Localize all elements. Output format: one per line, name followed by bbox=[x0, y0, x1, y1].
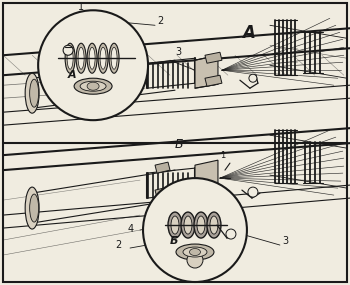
Ellipse shape bbox=[89, 47, 95, 69]
Polygon shape bbox=[205, 75, 222, 86]
Ellipse shape bbox=[74, 78, 112, 94]
Ellipse shape bbox=[65, 43, 75, 73]
Circle shape bbox=[38, 10, 148, 120]
Text: A: A bbox=[68, 70, 77, 80]
Text: 4: 4 bbox=[128, 224, 134, 234]
Text: 3: 3 bbox=[175, 47, 181, 57]
Circle shape bbox=[248, 187, 258, 197]
Circle shape bbox=[249, 74, 257, 82]
Ellipse shape bbox=[80, 81, 106, 91]
Text: 1: 1 bbox=[220, 151, 225, 160]
Polygon shape bbox=[195, 55, 218, 88]
Ellipse shape bbox=[78, 47, 84, 69]
Ellipse shape bbox=[76, 43, 86, 73]
Text: 1: 1 bbox=[78, 2, 84, 12]
Ellipse shape bbox=[189, 249, 201, 256]
Ellipse shape bbox=[30, 194, 38, 222]
Text: 2: 2 bbox=[115, 240, 121, 250]
Ellipse shape bbox=[87, 43, 97, 73]
Ellipse shape bbox=[194, 212, 208, 238]
Circle shape bbox=[143, 178, 247, 282]
Text: 3: 3 bbox=[282, 236, 288, 246]
Polygon shape bbox=[155, 162, 170, 173]
Circle shape bbox=[63, 45, 73, 55]
Ellipse shape bbox=[25, 187, 39, 229]
Ellipse shape bbox=[109, 43, 119, 73]
Ellipse shape bbox=[184, 216, 192, 234]
Ellipse shape bbox=[98, 43, 108, 73]
Circle shape bbox=[187, 252, 203, 268]
Ellipse shape bbox=[25, 73, 39, 113]
Ellipse shape bbox=[171, 216, 179, 234]
Polygon shape bbox=[205, 52, 222, 63]
Polygon shape bbox=[155, 187, 170, 198]
Ellipse shape bbox=[207, 212, 221, 238]
Text: Б: Б bbox=[175, 138, 184, 151]
Ellipse shape bbox=[210, 216, 218, 234]
Circle shape bbox=[226, 229, 236, 239]
Text: 2: 2 bbox=[157, 16, 163, 26]
Ellipse shape bbox=[197, 216, 205, 234]
Ellipse shape bbox=[168, 212, 182, 238]
Ellipse shape bbox=[176, 244, 214, 260]
Ellipse shape bbox=[87, 82, 99, 90]
Ellipse shape bbox=[100, 47, 106, 69]
Ellipse shape bbox=[181, 212, 195, 238]
Ellipse shape bbox=[30, 79, 38, 107]
Polygon shape bbox=[195, 160, 218, 195]
Ellipse shape bbox=[67, 47, 73, 69]
Ellipse shape bbox=[111, 47, 117, 69]
Ellipse shape bbox=[183, 247, 207, 257]
Text: А: А bbox=[242, 24, 255, 42]
Text: Б: Б bbox=[170, 236, 178, 246]
